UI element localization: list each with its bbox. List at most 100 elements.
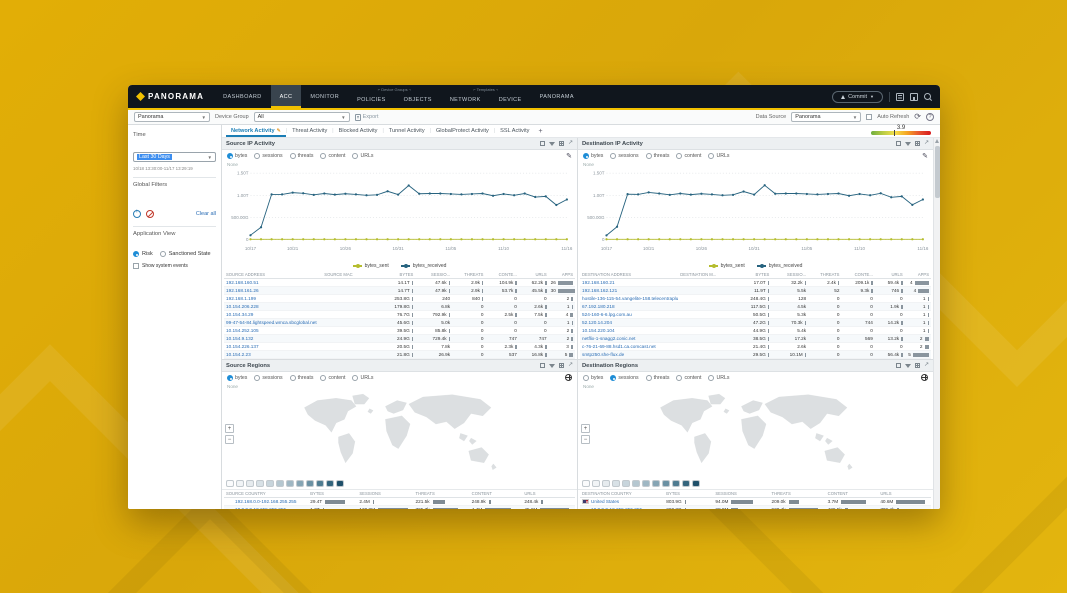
globe-icon[interactable] — [565, 373, 572, 383]
metric-radio-bytes[interactable] — [227, 153, 233, 159]
metric-option-bytes[interactable]: bytes — [227, 153, 247, 159]
metric-option-bytes[interactable]: bytes — [583, 375, 603, 381]
address-link[interactable]: 192.168.161.26 — [226, 288, 259, 293]
nav-item-network[interactable]: NETWORK — [449, 97, 481, 103]
address-link[interactable]: 192.168.1.199 — [226, 296, 256, 301]
color-swatch-10[interactable] — [326, 480, 334, 487]
address-link[interactable]: 67.192.180.218 — [582, 304, 615, 309]
table-row[interactable]: 192.168.162.121 11.9T 5.5k 52 9.3k 746 4 — [580, 286, 931, 295]
scroll-up-icon[interactable] — [935, 139, 939, 143]
metric-option-content[interactable]: content — [320, 153, 345, 159]
metric-option-threats[interactable]: threats — [289, 375, 313, 381]
nav-item-monitor[interactable]: MONITOR — [310, 93, 340, 100]
nav-item-panorama[interactable]: PANORAMA — [539, 93, 574, 100]
metric-radio-sessions[interactable] — [610, 153, 617, 159]
metric-radio-bytes[interactable] — [227, 375, 233, 381]
metric-option-threats[interactable]: threats — [645, 375, 669, 381]
metric-radio-sessions[interactable] — [254, 375, 261, 381]
color-swatch-3[interactable] — [612, 480, 620, 487]
timeline-chart[interactable]: 1.50T 1.00T 500.00G 0 10/17 10/21 10/26 10/31 11… — [582, 168, 929, 256]
negate-filter-icon[interactable] — [146, 210, 154, 218]
clear-all-link[interactable]: Clear all — [195, 211, 216, 217]
globe-icon[interactable] — [921, 373, 928, 383]
show-system-events-checkbox[interactable] — [133, 263, 139, 269]
table-row[interactable]: 10.154.226.137 20.5G 7.8k 0 2.3k 4.3k 3 — [224, 342, 575, 351]
table-row[interactable]: 192.168.0.0-192.168.255.255 29.4T 2.4M 221.… — [224, 497, 575, 507]
metric-radio-sessions[interactable] — [610, 375, 617, 381]
jump-to-logs-icon[interactable]: ↗ — [567, 362, 573, 368]
table-row[interactable]: 192.168.1.199 253.8G 240 840 0 0 2 — [224, 294, 575, 303]
metric-option-threats[interactable]: threats — [645, 153, 669, 159]
table-row[interactable]: 67.192.180.218 117.5G 4.5k 0 0 1.9k 1 — [580, 302, 931, 311]
address-link[interactable]: netflix-1-snagg2.conic.net — [582, 336, 636, 341]
nav-item-acc[interactable]: ACC — [270, 85, 302, 108]
metric-option-content[interactable]: content — [320, 375, 345, 381]
zoom-in-button[interactable]: + — [581, 424, 590, 433]
zoom-out-button[interactable]: − — [581, 435, 590, 444]
color-swatch-5[interactable] — [276, 480, 284, 487]
scrollbar-thumb[interactable] — [935, 146, 940, 198]
color-swatch-3[interactable] — [256, 480, 264, 487]
color-swatch-11[interactable] — [336, 480, 344, 487]
filter-icon[interactable] — [904, 363, 911, 368]
filter-icon[interactable] — [904, 141, 911, 146]
metric-option-content[interactable]: content — [676, 375, 701, 381]
sanctioned-state-radio[interactable] — [159, 251, 166, 257]
metric-radio-content[interactable] — [320, 375, 327, 381]
color-swatch-2[interactable] — [246, 480, 254, 487]
color-swatch-4[interactable] — [622, 480, 630, 487]
help-icon[interactable]: ? — [926, 113, 934, 121]
refresh-icon[interactable]: ⟳ — [914, 112, 921, 121]
address-link[interactable]: 524-160-6-6.lpg.com.au — [582, 312, 632, 317]
color-swatch-9[interactable] — [672, 480, 680, 487]
zoom-in-button[interactable]: + — [225, 424, 234, 433]
address-link[interactable]: 10.154.206.228 — [226, 304, 259, 309]
maximize-icon[interactable] — [539, 141, 545, 146]
table-row[interactable]: 10.0.0.0-10.255.255.2551.3T130.8M705.7k4… — [224, 505, 575, 509]
table-row[interactable]: smtp250.she-flux.de 29.5G 10.1M 0 0 56.4k 5 — [580, 350, 931, 359]
address-link[interactable]: hostile-136-115-54.vangelite-158.telecen… — [582, 296, 679, 301]
auto-refresh-checkbox[interactable] — [866, 114, 873, 120]
table-row[interactable]: 10.154.9.132 24.9G 729.4k 0 747 747 2 — [224, 334, 575, 343]
metric-radio-bytes[interactable] — [583, 153, 589, 159]
add-filter-icon[interactable] — [133, 209, 141, 218]
metric-radio-content[interactable] — [676, 153, 683, 159]
tab-blocked-activity[interactable]: Blocked Activity — [338, 128, 378, 134]
metric-radio-threats[interactable] — [645, 153, 652, 159]
maximize-icon[interactable] — [895, 141, 901, 146]
device-group-select[interactable]: All ▼ — [253, 112, 350, 122]
address-link[interactable]: c-76-21-69-88.hsd1.ca.comcast.net — [582, 344, 656, 349]
table-row[interactable]: 52.120.14.204 47.2G 70.3k 0 744 14.2k 1 — [580, 318, 931, 327]
metric-option-urls[interactable]: URLs — [708, 375, 729, 381]
tab-threat-activity[interactable]: Threat Activity — [292, 128, 328, 134]
address-link[interactable]: 192.168.160.21 — [582, 280, 615, 285]
color-swatch-7[interactable] — [652, 480, 660, 487]
address-link[interactable]: 52.120.14.204 — [582, 320, 612, 325]
metric-option-urls[interactable]: URLs — [352, 153, 373, 159]
address-link[interactable]: 10.154.2.23 — [226, 352, 251, 357]
maximize-icon[interactable] — [539, 363, 545, 368]
table-row[interactable]: 10.154.220.104 44.9G 5.4k 0 0 0 1 — [580, 326, 931, 335]
world-map[interactable] — [222, 390, 577, 478]
table-row[interactable]: hostile-136-115-54.vangelite-158.telecen… — [580, 294, 931, 303]
metric-radio-sessions[interactable] — [254, 153, 261, 159]
metric-option-threats[interactable]: threats — [289, 153, 313, 159]
color-swatch-1[interactable] — [236, 480, 244, 487]
metric-option-sessions[interactable]: sessions — [254, 375, 283, 381]
metric-radio-urls[interactable] — [352, 375, 359, 381]
table-view-icon[interactable] — [558, 363, 564, 368]
risk-radio[interactable] — [133, 251, 139, 257]
metric-radio-content[interactable] — [320, 153, 327, 159]
metric-radio-content[interactable] — [676, 375, 683, 381]
color-swatch-9[interactable] — [316, 480, 324, 487]
edit-tab-icon[interactable]: ✎ — [276, 128, 281, 134]
metric-option-urls[interactable]: URLs — [352, 375, 373, 381]
commit-button[interactable]: Commit ▼ — [832, 90, 883, 103]
address-link[interactable]: 10.154.220.104 — [582, 328, 615, 333]
jump-to-logs-icon[interactable]: ↗ — [923, 362, 929, 368]
metric-radio-threats[interactable] — [645, 375, 652, 381]
country-link[interactable]: United States — [591, 499, 620, 504]
nav-item-dashboard[interactable]: DASHBOARD — [223, 93, 262, 100]
table-row[interactable]: othersothers926.4G145.1M1.8M4.3M47.1M0 — [224, 358, 575, 359]
address-link[interactable]: 192.168.160.51 — [226, 280, 259, 285]
